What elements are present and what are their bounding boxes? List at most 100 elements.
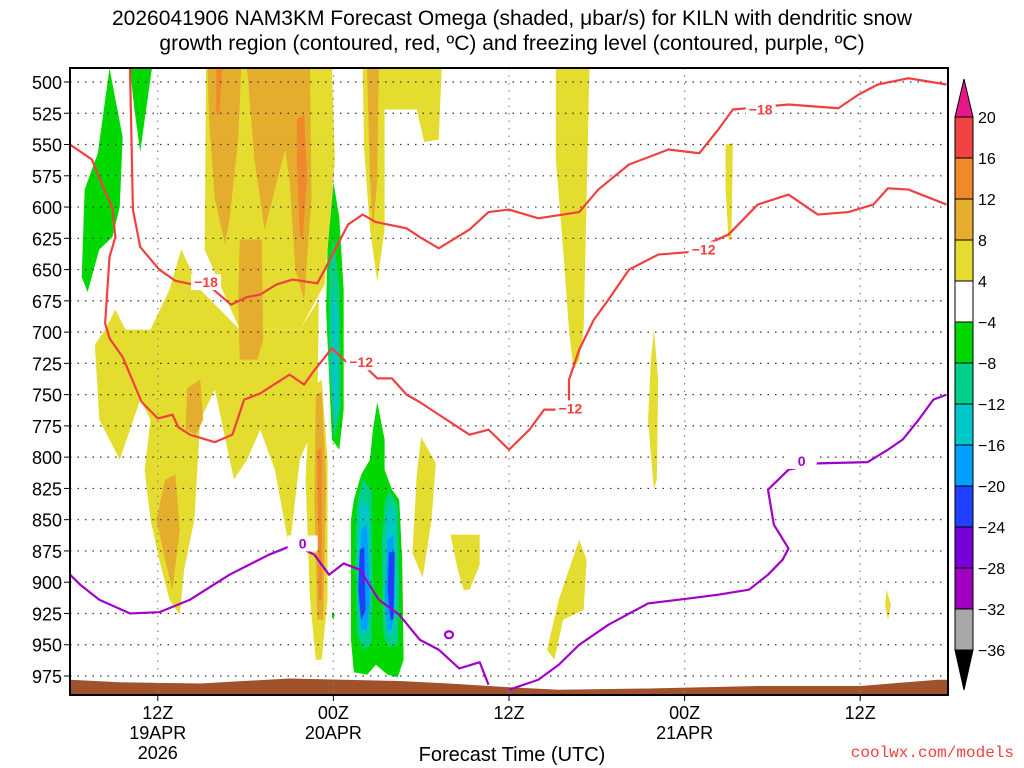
contours — [70, 68, 947, 691]
omega-region-o12_16 — [216, 68, 223, 115]
omega-region-y4_8 — [648, 329, 659, 490]
y-tick-label: 975 — [32, 667, 62, 687]
colorbar-box — [954, 403, 974, 446]
colorbar-label: −4 — [978, 315, 996, 332]
colorbar-label: −20 — [978, 479, 1005, 496]
colorbar-label: 20 — [978, 110, 996, 127]
colorbar-box — [954, 608, 974, 651]
omega-region-o8_12 — [247, 68, 312, 300]
omega-region-b_m20_m24 — [387, 552, 395, 620]
omega-region-y4_8 — [885, 589, 891, 620]
y-tick-label: 600 — [32, 198, 62, 218]
omega-shading — [81, 68, 891, 678]
colorbar-label: −32 — [978, 602, 1005, 619]
omega-region-o8_12 — [238, 239, 264, 360]
omega-region-g_m4_m8 — [81, 68, 123, 293]
x-tick-label: 12Z — [142, 703, 173, 723]
x-tick-label: 00Z — [318, 703, 349, 723]
contour-label: 0 — [798, 453, 806, 469]
contour-freezing-level-a — [70, 543, 490, 686]
y-tick-label: 575 — [32, 167, 62, 187]
contour-label-bg — [287, 535, 318, 552]
y-tick-label: 525 — [32, 104, 62, 124]
y-tick-label: 550 — [32, 136, 62, 156]
x-tick-sub2: 2026 — [138, 743, 178, 763]
contour-label-bg — [346, 354, 377, 371]
chart-title-line-2: growth region (contoured, red, ºC) and f… — [159, 32, 865, 55]
x-tick-label: 12Z — [493, 703, 524, 723]
omega-region-o8_12 — [185, 379, 204, 435]
y-tick-label: 625 — [32, 229, 62, 249]
colorbar: 20 16 12 8 4 −4 −8 −12 −16 −20 −24 −28 −32 −36 — [954, 78, 1005, 691]
colorbar-box — [954, 526, 974, 569]
colorbar-label: 8 — [978, 233, 987, 250]
x-tick-sub1: 19APR — [129, 723, 186, 743]
contour-label: −12 — [692, 242, 716, 258]
credit-text: coolwx.com/models — [850, 744, 1014, 762]
colorbar-box — [954, 321, 974, 364]
freezing-level-ring — [443, 630, 455, 640]
y-tick-label: 800 — [32, 448, 62, 468]
chart-title: 2026041906 NAM3KM Forecast Omega (shaded… — [0, 6, 1024, 56]
y-tick-label: 875 — [32, 542, 62, 562]
x-axis-title: Forecast Time (UTC) — [418, 744, 606, 766]
contour-label: −18 — [749, 102, 773, 118]
colorbar-box — [954, 485, 974, 528]
colorbar-box — [954, 280, 974, 323]
x-tick-label: 00Z — [669, 703, 700, 723]
colorbar-label: 4 — [978, 274, 987, 291]
colorbar-label: −36 — [978, 643, 1005, 660]
contour-label-bg — [555, 400, 586, 417]
colorbar-box — [954, 157, 974, 200]
y-tick-label: 700 — [32, 323, 62, 343]
omega-region-o8_12 — [367, 68, 379, 230]
terrain — [70, 678, 948, 695]
contour-label: −18 — [194, 274, 218, 290]
y-tick-label: 850 — [32, 511, 62, 531]
contour-dgz-minus18 — [128, 68, 947, 306]
contour-label-bg — [745, 101, 776, 118]
colorbar-box — [954, 239, 974, 282]
colorbar-label: −24 — [978, 520, 1005, 537]
y-tick-label: 500 — [32, 73, 62, 93]
colorbar-box — [954, 567, 974, 610]
terrain-area — [70, 678, 948, 695]
omega-region-o12_16 — [296, 114, 308, 240]
axes: 500 525 550 575 600 625 650 675 700 725 750 775 800 8… — [32, 73, 876, 763]
y-tick-label: 950 — [32, 636, 62, 656]
omega-region-y4_8 — [412, 437, 436, 578]
omega-region-y4_8 — [555, 68, 590, 370]
omega-region-c_m12_m16 — [331, 284, 338, 430]
omega-region-b_m20_m24 — [358, 547, 366, 620]
y-tick-label: 750 — [32, 386, 62, 406]
y-tick-label: 775 — [32, 417, 62, 437]
omega-region-y4_8 — [450, 534, 480, 590]
colorbar-box — [954, 362, 974, 405]
y-tick-label: 650 — [32, 261, 62, 281]
colorbar-label: −16 — [978, 438, 1005, 455]
contour-label: −12 — [349, 354, 373, 370]
colorbar-over-triangle — [954, 78, 974, 118]
omega-region-y4_8 — [362, 68, 442, 283]
y-tick-label: 725 — [32, 354, 62, 374]
colorbar-label: −12 — [978, 397, 1005, 414]
colorbar-under-triangle — [954, 649, 974, 691]
colorbar-label: 12 — [978, 192, 996, 209]
colorbar-box — [954, 198, 974, 241]
x-tick-sub1: 21APR — [656, 723, 713, 743]
contour-label-bg — [191, 274, 222, 291]
omega-region-g_m4_m8 — [129, 68, 152, 153]
x-tick-label: 12Z — [845, 703, 876, 723]
omega-region-o8_12 — [156, 474, 180, 590]
contour-label: −12 — [559, 400, 583, 416]
x-tick-sub1: 20APR — [305, 723, 362, 743]
y-tick-label: 675 — [32, 292, 62, 312]
contour-dgz-minus12 — [70, 143, 947, 451]
colorbar-label: 16 — [978, 151, 996, 168]
colorbar-box — [954, 116, 974, 159]
colorbar-label: −28 — [978, 561, 1005, 578]
omega-region-y4_8 — [725, 143, 733, 240]
omega-region-o8_12 — [207, 68, 242, 245]
omega-region-y4_8 — [547, 539, 587, 660]
